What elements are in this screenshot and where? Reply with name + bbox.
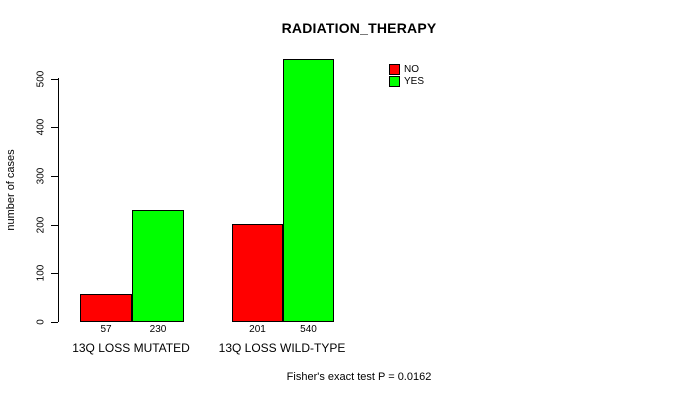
y-axis-label: number of cases: [5, 149, 17, 231]
bar-count-label: 230: [149, 324, 167, 335]
bar-no-mutated: [80, 294, 132, 322]
chart-title: RADIATION_THERAPY: [281, 20, 437, 36]
legend: NO YES: [389, 64, 424, 87]
y-tick-mark: [51, 127, 58, 129]
bar-yes-mutated: [132, 210, 184, 322]
y-axis-line: [58, 78, 59, 322]
y-tick-mark: [51, 273, 58, 275]
y-tick-label: 200: [35, 216, 47, 233]
y-tick-label: 100: [35, 264, 47, 282]
category-label-mutated: 13Q LOSS MUTATED: [72, 341, 190, 355]
legend-label-yes: YES: [404, 76, 425, 87]
legend-item-no: NO: [389, 64, 424, 75]
y-tick-label: 0: [35, 319, 47, 325]
y-tick-mark: [51, 176, 58, 177]
y-tick-mark: [51, 224, 58, 226]
bar-count-label: 201: [249, 324, 266, 335]
bar-yes-wildtype: [283, 59, 334, 322]
legend-swatch-yes: [389, 76, 400, 87]
y-tick-label: 400: [35, 118, 47, 136]
y-tick-mark: [51, 78, 58, 80]
fisher-test-annotation: Fisher's exact test P = 0.0162: [286, 371, 432, 383]
legend-label-no: NO: [404, 64, 419, 75]
legend-item-yes: YES: [389, 76, 424, 87]
category-label-wildtype: 13Q LOSS WILD-TYPE: [218, 341, 346, 355]
y-tick-label: 500: [35, 70, 47, 87]
legend-swatch-no: [389, 64, 400, 75]
y-tick-label: 300: [35, 167, 47, 185]
bar-count-label: 540: [300, 324, 317, 335]
bar-count-label: 57: [100, 324, 112, 335]
y-tick-mark: [51, 322, 58, 323]
bar-no-wildtype: [232, 224, 283, 322]
